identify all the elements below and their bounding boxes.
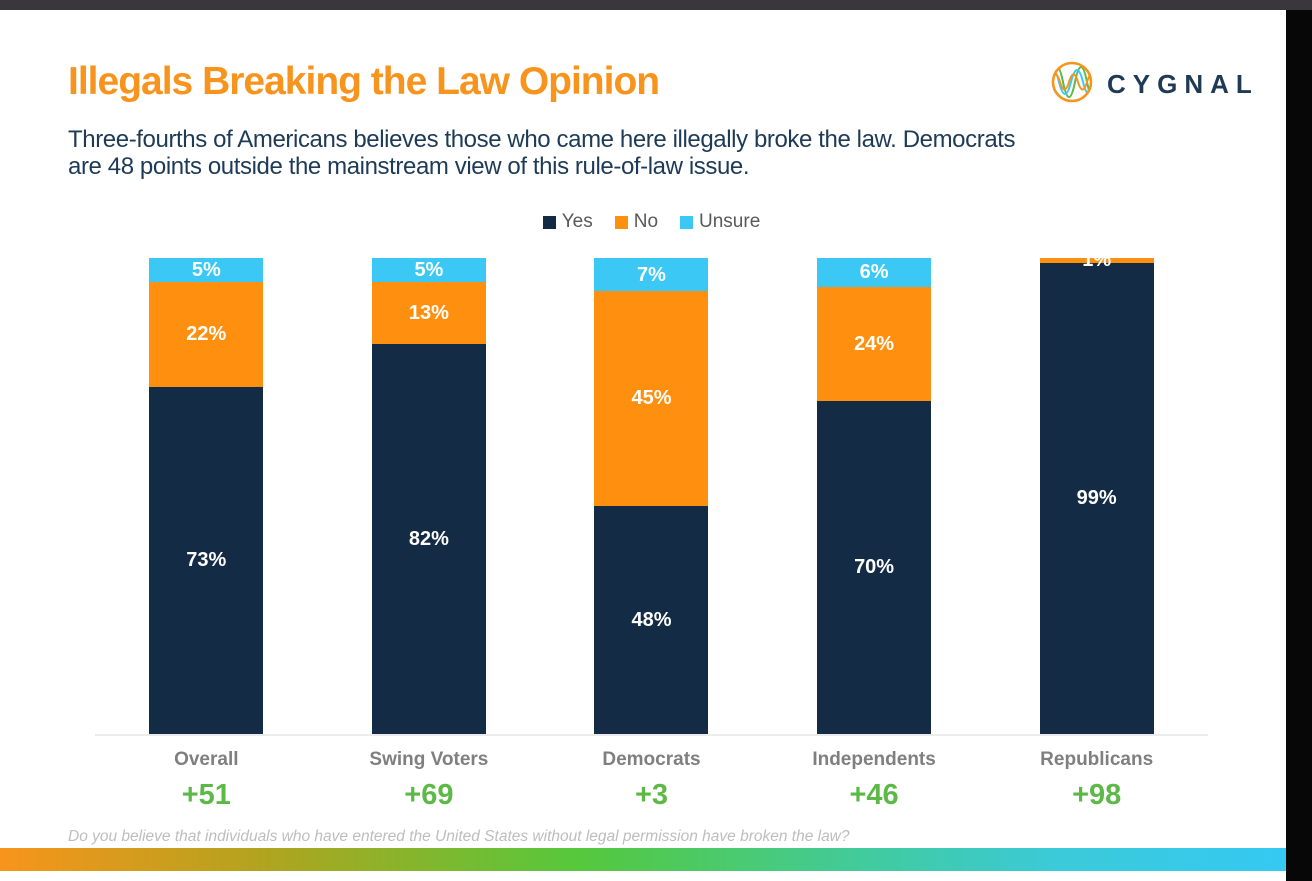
- net-value-independents: +46: [849, 779, 899, 811]
- segment-no-democrats: 45%: [594, 291, 709, 506]
- segment-value-label: 13%: [408, 301, 449, 324]
- survey-question-footnote: Do you believe that individuals who have…: [68, 828, 850, 845]
- segment-yes-independents: 70%: [817, 400, 932, 734]
- stacked-bar-swing-voters: 5% 13% 82%: [371, 258, 486, 734]
- legend-swatch-icon: [680, 215, 694, 229]
- category-label-democrats: Democrats: [602, 749, 701, 770]
- segment-yes-republicans: 99%: [1039, 262, 1154, 734]
- segment-no-overall: 22%: [149, 281, 264, 387]
- segment-value-label: 48%: [631, 608, 672, 631]
- bar-cell-overall: 5% 22% 73%: [95, 258, 318, 734]
- segment-value-label: 6%: [859, 261, 889, 284]
- segment-value-label: 82%: [408, 527, 449, 550]
- net-value-republicans: +98: [1072, 779, 1122, 811]
- legend-item-yes: Yes: [542, 211, 593, 233]
- category-label-independents: Independents: [812, 749, 936, 770]
- footer-gradient-bar: [0, 848, 1286, 871]
- segment-value-label: 99%: [1076, 487, 1117, 510]
- segment-value-label: 70%: [854, 556, 895, 579]
- cygnal-logo: CYGNAL: [1050, 60, 1259, 109]
- bar-cell-swing-voters: 5% 13% 82%: [318, 258, 541, 734]
- legend-item-no: No: [614, 211, 659, 233]
- stacked-bar-chart: 5% 22% 73% 5% 13% 82% 7% 45% 48% 6% 24% 70% 1% 99%: [95, 258, 1208, 736]
- stacked-bar-independents: 6% 24% 70%: [817, 258, 932, 734]
- net-values-row: +51 +69 +3 +46 +98: [95, 779, 1208, 812]
- net-value-swing-voters: +69: [404, 779, 454, 811]
- net-value-overall: +51: [181, 779, 231, 811]
- brand-name: CYGNAL: [1107, 69, 1259, 99]
- legend-label: Yes: [561, 211, 593, 232]
- segment-value-label: 5%: [414, 258, 444, 281]
- segment-value-label: 1%: [1082, 258, 1112, 272]
- segment-value-label: 7%: [637, 263, 666, 286]
- category-label-overall: Overall: [174, 749, 239, 770]
- background-right-strip: [1286, 10, 1312, 881]
- segment-value-label: 5%: [191, 258, 221, 281]
- segment-no-republicans: 1%: [1039, 258, 1154, 270]
- segment-unsure-overall: 5%: [149, 258, 264, 282]
- category-label-swing-voters: Swing Voters: [369, 749, 489, 770]
- bar-cell-democrats: 7% 45% 48%: [540, 258, 763, 734]
- subtitle-line-1: Three-fourths of Americans believes thos…: [68, 126, 1016, 153]
- legend-swatch-icon: [614, 215, 628, 229]
- bar-cell-independents: 6% 24% 70%: [763, 258, 986, 734]
- segment-yes-democrats: 48%: [594, 505, 709, 734]
- page-title: Illegals Breaking the Law Opinion: [68, 60, 660, 103]
- legend-label: No: [633, 211, 659, 232]
- segment-unsure-independents: 6%: [817, 258, 932, 287]
- segment-unsure-swing-voters: 5%: [371, 258, 486, 282]
- segment-value-label: 24%: [854, 332, 895, 355]
- segment-yes-overall: 73%: [149, 386, 264, 734]
- window-top-bar: [0, 0, 1312, 10]
- subtitle-line-2: are 48 points outside the mainstream vie…: [68, 153, 750, 180]
- segment-unsure-democrats: 7%: [594, 258, 709, 292]
- segment-no-independents: 24%: [817, 286, 932, 401]
- category-labels-row: Overall Swing Voters Democrats Independents…: [95, 749, 1208, 771]
- chart-legend: Yes No Unsure: [95, 211, 1208, 233]
- segment-value-label: 45%: [631, 387, 672, 410]
- stacked-bar-overall: 5% 22% 73%: [149, 258, 264, 734]
- segment-value-label: 22%: [186, 323, 227, 346]
- cygnal-waves-icon: [1050, 60, 1094, 109]
- legend-label: Unsure: [699, 211, 761, 232]
- slide-subtitle: Three-fourths of Americans believes thos…: [68, 126, 1228, 180]
- stacked-bar-democrats: 7% 45% 48%: [594, 258, 709, 734]
- net-value-democrats: +3: [634, 779, 669, 811]
- legend-item-unsure: Unsure: [680, 211, 760, 233]
- segment-yes-swing-voters: 82%: [371, 343, 486, 734]
- segment-no-swing-voters: 13%: [371, 281, 486, 344]
- slide-canvas: Illegals Breaking the Law Opinion CYGNAL…: [0, 10, 1286, 858]
- category-label-republicans: Republicans: [1040, 749, 1154, 770]
- bar-cell-republicans: 1% 99%: [985, 258, 1208, 734]
- segment-value-label: 73%: [186, 549, 227, 572]
- legend-swatch-icon: [542, 215, 556, 229]
- stacked-bar-republicans: 1% 99%: [1039, 258, 1154, 734]
